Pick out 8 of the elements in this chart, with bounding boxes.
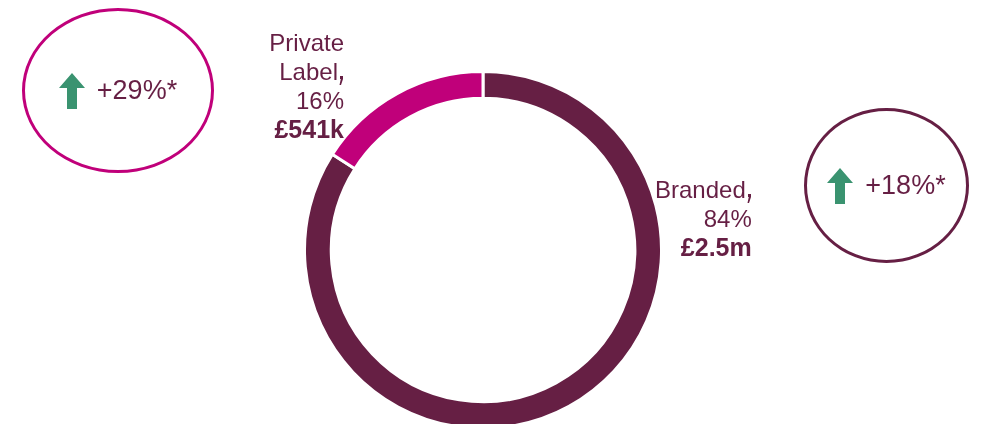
data-label: 16% <box>294 86 344 115</box>
text: £2.5m <box>680 233 752 261</box>
data-label: 84% <box>702 204 752 233</box>
text: +18%* <box>865 170 946 200</box>
text: £541k <box>274 115 344 143</box>
slice-label: Private Label <box>269 29 344 85</box>
legend-label: Branded <box>655 176 746 203</box>
text: +29%* <box>96 75 178 105</box>
